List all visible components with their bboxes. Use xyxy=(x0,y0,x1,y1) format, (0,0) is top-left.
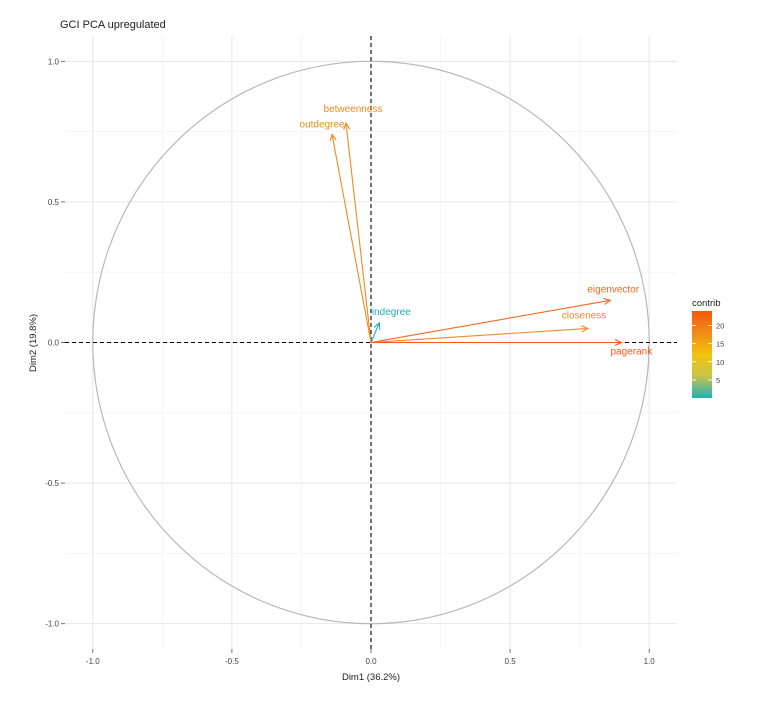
arrow-outdegree xyxy=(329,133,372,343)
zero-lines xyxy=(65,36,677,649)
x-tick-label: 1.0 xyxy=(644,657,656,666)
legend-colorbar xyxy=(692,311,712,398)
x-tick-label: -0.5 xyxy=(225,657,239,666)
arrow-head-eigenvector xyxy=(603,297,612,305)
y-tick-label: 1.0 xyxy=(48,57,60,66)
y-axis-title: Dim2 (19.8%) xyxy=(28,314,39,372)
variable-label-indegree: indegree xyxy=(372,307,411,318)
legend-tick-label: 15 xyxy=(716,340,724,349)
arrow-head-pagerank xyxy=(614,338,623,347)
arrow-head-closeness xyxy=(581,325,590,333)
x-tick-label: 0.0 xyxy=(365,657,377,666)
arrow-shaft-betweenness xyxy=(345,123,372,343)
arrow-betweenness xyxy=(343,121,372,343)
arrow-indegree xyxy=(370,321,381,343)
legend-ticks: 5 10 15 20 xyxy=(692,322,724,385)
x-tick-label: -1.0 xyxy=(86,657,100,666)
y-tick-label: 0.0 xyxy=(48,339,60,348)
y-tick-label: 0.5 xyxy=(48,198,60,207)
arrow-shaft-outdegree xyxy=(331,134,372,343)
legend-tick-label: 5 xyxy=(716,376,720,385)
legend-tick-label: 10 xyxy=(716,358,724,367)
variable-arrows xyxy=(329,121,623,347)
arrow-head-outdegree xyxy=(329,133,337,142)
arrow-head-betweenness xyxy=(343,121,351,130)
variable-label-eigenvector: eigenvector xyxy=(587,284,639,295)
y-tick-label: -1.0 xyxy=(45,620,59,629)
x-tick-label: 0.5 xyxy=(505,657,517,666)
variable-label-outdegree: outdegree xyxy=(300,119,345,130)
arrow-shaft-closeness xyxy=(370,327,589,344)
variable-label-betweenness: betweenness xyxy=(323,104,382,115)
arrow-pagerank xyxy=(371,338,623,347)
chart-title: GCI PCA upregulated xyxy=(60,19,166,31)
x-axis-title: Dim1 (36.2%) xyxy=(342,672,400,683)
legend-tick-label: 20 xyxy=(716,322,724,331)
legend-title: contrib xyxy=(692,298,721,309)
arrow-head-indegree xyxy=(373,321,381,330)
legend: contrib 5 10 15 20 xyxy=(692,298,724,398)
variable-label-closeness: closeness xyxy=(562,310,606,321)
arrow-shaft-indegree xyxy=(370,322,380,343)
y-tick-label: -0.5 xyxy=(45,479,59,488)
variable-labels: betweenness outdegree indegree eigenvector c… xyxy=(300,104,654,357)
arrow-eigenvector xyxy=(370,297,612,344)
variable-label-pagerank: pagerank xyxy=(611,347,654,358)
y-axis-ticks: -1.0 -0.5 0.0 0.5 1.0 xyxy=(45,57,65,629)
x-axis-ticks: -1.0 -0.5 0.0 0.5 1.0 xyxy=(86,649,655,666)
arrow-closeness xyxy=(370,325,590,344)
arrow-shaft-eigenvector xyxy=(370,299,611,344)
